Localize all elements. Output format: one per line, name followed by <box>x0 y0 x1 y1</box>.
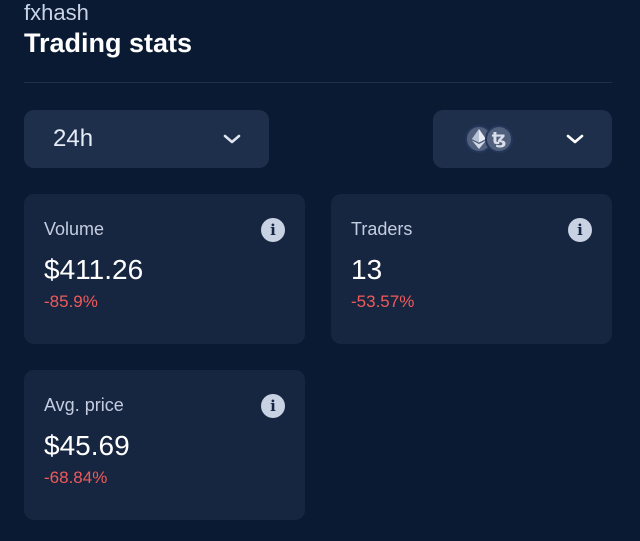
header: fxhash Trading stats <box>24 0 192 58</box>
traders-label: Traders <box>351 219 413 239</box>
avg-price-value: $45.69 <box>44 430 130 461</box>
avg-price-card: Avg. price $45.69 -68.84% i <box>24 370 305 520</box>
page-title: Trading stats <box>24 28 193 58</box>
currency-select[interactable]: ꜩ <box>433 110 612 168</box>
info-icon[interactable]: i <box>261 218 285 242</box>
volume-label: Volume <box>44 219 105 239</box>
info-icon[interactable]: i <box>261 394 285 418</box>
volume-change: -85.9% <box>44 292 98 311</box>
info-icon[interactable]: i <box>568 218 592 242</box>
volume-value: $411.26 <box>44 254 144 285</box>
period-select-value: 24h <box>53 125 94 152</box>
traders-card: Traders 13 -53.57% i <box>331 194 612 344</box>
chevron-down-icon <box>223 133 241 145</box>
avg-price-label: Avg. price <box>44 395 124 415</box>
tezos-icon: ꜩ <box>485 125 513 153</box>
period-select[interactable]: 24h <box>24 110 269 168</box>
traders-value: 13 <box>351 254 383 285</box>
avg-price-change: -68.84% <box>44 468 108 487</box>
app-name: fxhash <box>24 0 89 25</box>
volume-card: Volume $411.26 -85.9% i <box>24 194 305 344</box>
header-divider <box>24 82 612 83</box>
chevron-down-icon <box>566 133 584 145</box>
currency-icons: ꜩ <box>465 125 513 153</box>
traders-change: -53.57% <box>351 292 415 311</box>
